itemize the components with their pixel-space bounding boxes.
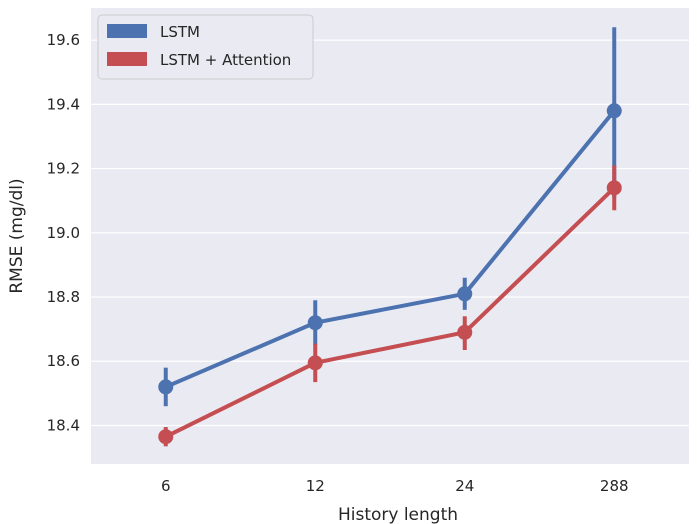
x-axis-label: History length: [338, 505, 458, 524]
y-tick-label-19.0: 19.0: [47, 224, 80, 242]
series-line-lstm-attention: [163, 185, 617, 439]
x-tick-label-288: 288: [600, 477, 629, 495]
y-tick-label-19.4: 19.4: [47, 95, 80, 113]
series-layer: [158, 27, 622, 447]
point-lstm-24: [457, 286, 473, 302]
x-tick-labels: 6 12 24 288: [161, 477, 629, 495]
series-lstm-attention: [158, 165, 622, 447]
legend-frame: [97, 14, 314, 80]
legend: LSTM LSTM + Attention: [97, 14, 314, 80]
y-tick-label-18.6: 18.6: [47, 352, 80, 370]
y-tick-label-19.2: 19.2: [47, 160, 80, 178]
legend-swatch-lstm: [107, 24, 147, 38]
point-lstm-attention-12: [307, 355, 323, 371]
point-lstm-attention-288: [606, 180, 622, 196]
point-lstm-6: [158, 379, 174, 395]
point-lstm-12: [307, 315, 323, 331]
legend-swatch-lstm-attention: [107, 52, 147, 66]
y-tick-label-19.6: 19.6: [47, 31, 80, 49]
point-lstm-288: [606, 103, 622, 119]
y-axis-label: RMSE (mg/dl): [7, 178, 27, 293]
y-tick-label-18.8: 18.8: [47, 288, 80, 306]
y-tick-label-18.4: 18.4: [47, 416, 80, 434]
x-tick-label-24: 24: [455, 477, 474, 495]
x-tick-label-12: 12: [306, 477, 325, 495]
point-lstm-attention-6: [158, 429, 174, 445]
plot-background: [91, 8, 689, 464]
x-tick-label-6: 6: [161, 477, 171, 495]
point-lstm-attention-24: [457, 324, 473, 340]
series-line-lstm: [163, 108, 617, 389]
legend-label-lstm: LSTM: [160, 23, 200, 41]
y-tick-labels: 18.4 18.6 18.8 19.0 19.2 19.4 19.6: [47, 31, 80, 434]
legend-label-lstm-attention: LSTM + Attention: [160, 51, 291, 69]
series-lstm: [158, 27, 622, 407]
